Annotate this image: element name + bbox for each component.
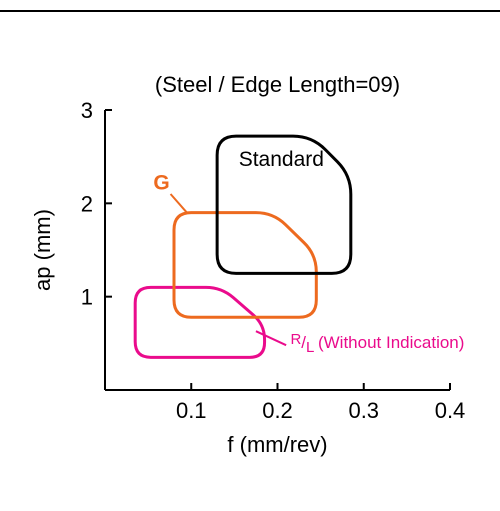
region-g — [174, 213, 316, 318]
region-label-rl: R/L (Without Indication) — [290, 331, 464, 356]
y-axis-label: ap (mm) — [30, 209, 55, 291]
region-label-g: G — [153, 171, 169, 194]
y-tick-label: 2 — [81, 191, 93, 216]
chart-title: (Steel / Edge Length=09) — [155, 72, 400, 97]
x-tick-label: 0.1 — [176, 398, 207, 423]
x-axis-label: f (mm/rev) — [227, 432, 327, 457]
chart-svg: (Steel / Edge Length=09) 0.1 0.2 0.3 0.4 1 2 3 f… — [0, 0, 500, 511]
y-tick-label: 1 — [81, 285, 93, 310]
leader-rl — [256, 331, 286, 345]
region-rl — [135, 287, 264, 357]
leader-g — [171, 194, 187, 213]
y-tick-label: 3 — [81, 98, 93, 123]
x-tick-label: 0.3 — [348, 398, 379, 423]
region-label-standard: Standard — [239, 148, 324, 171]
x-tick-label: 0.4 — [435, 398, 466, 423]
x-tick-label: 0.2 — [262, 398, 293, 423]
